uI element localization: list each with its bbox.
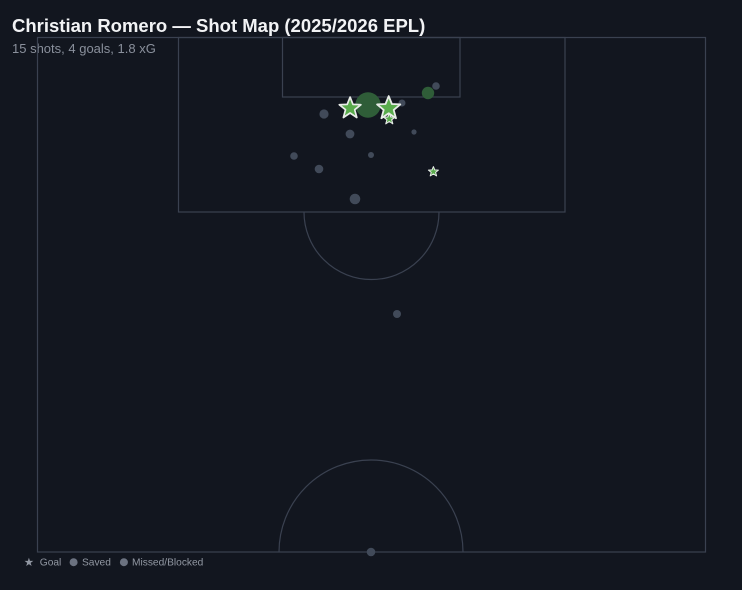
svg-text:★: ★ bbox=[24, 557, 34, 569]
svg-text:Saved: Saved bbox=[82, 558, 111, 569]
svg-text:Missed/Blocked: Missed/Blocked bbox=[132, 558, 204, 569]
svg-text:Goal: Goal bbox=[40, 558, 62, 569]
